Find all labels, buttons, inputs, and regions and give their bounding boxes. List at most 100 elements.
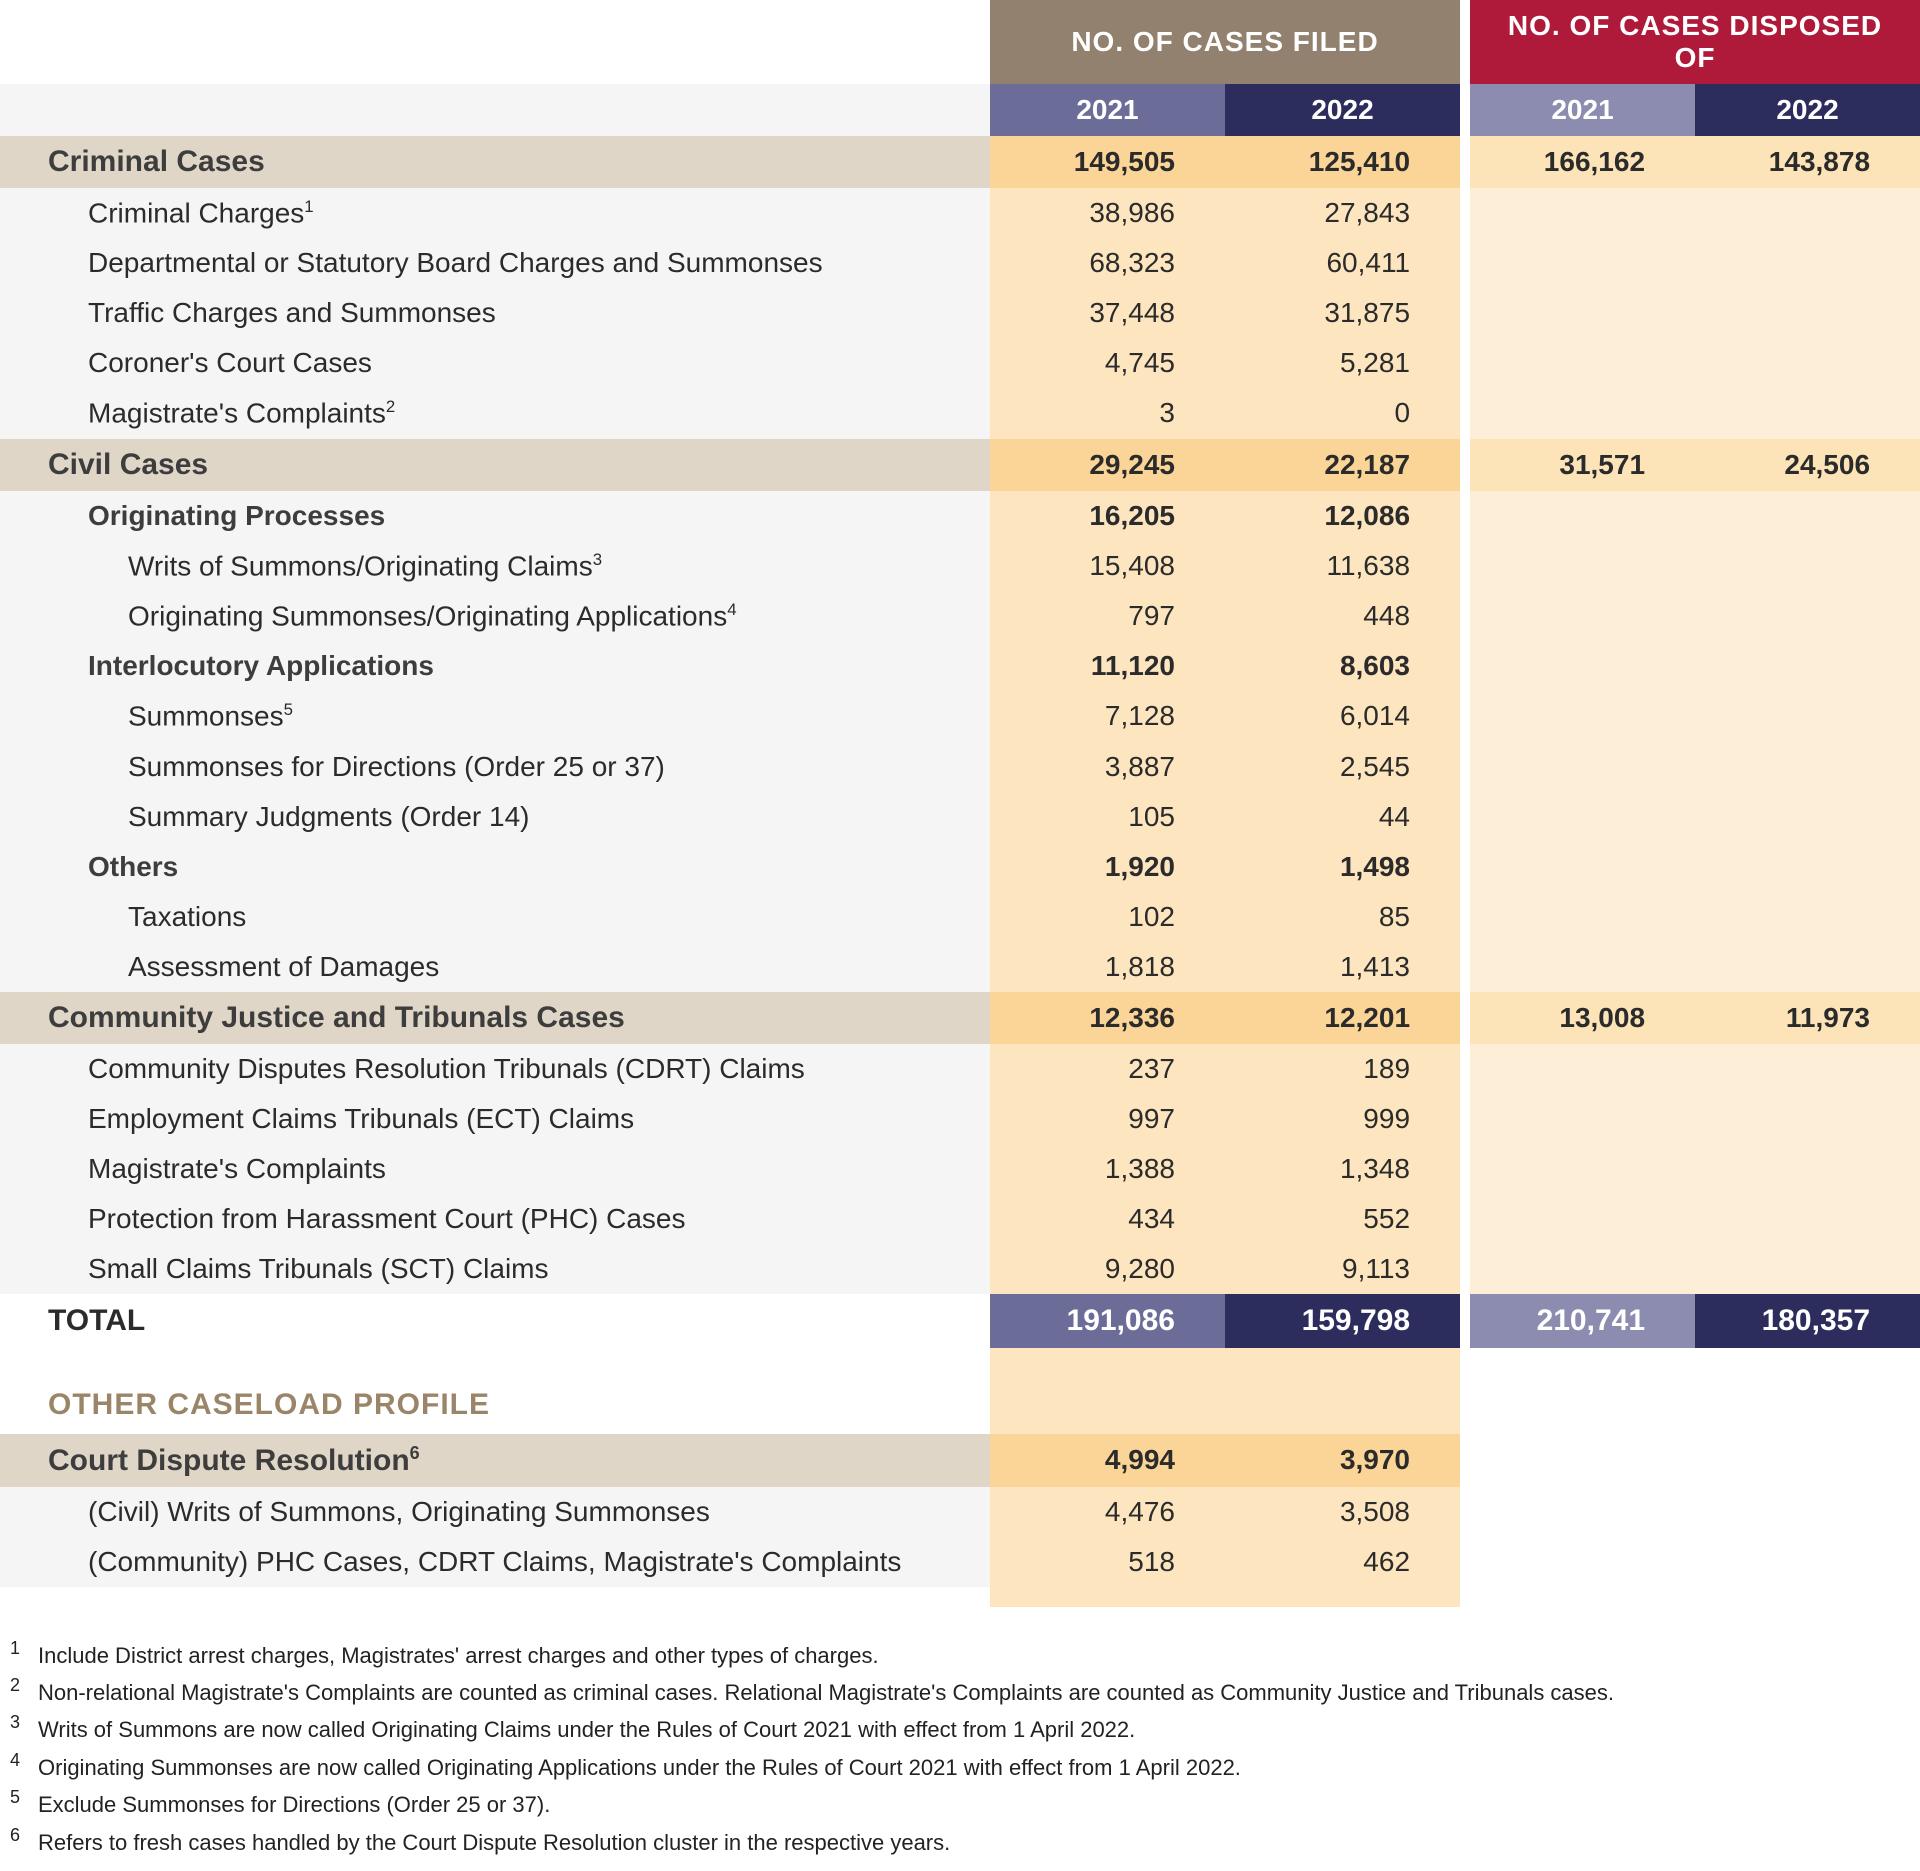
value-cell: 7,128 — [990, 691, 1225, 741]
value-cell — [1470, 892, 1695, 942]
gap — [1460, 1244, 1470, 1294]
value-cell — [1695, 641, 1920, 691]
empty-cell — [1225, 1587, 1460, 1607]
value-cell — [1695, 388, 1920, 438]
gap — [1460, 1194, 1470, 1244]
value-cell — [1470, 1244, 1695, 1294]
gap — [1460, 238, 1470, 288]
value-cell: 434 — [990, 1194, 1225, 1244]
category-header: Criminal Cases — [0, 136, 990, 188]
value-cell: 2,545 — [1225, 742, 1460, 792]
value-cell — [1695, 188, 1920, 238]
empty-cell — [1695, 1434, 1920, 1487]
value-cell — [1470, 1194, 1695, 1244]
gap — [1460, 338, 1470, 388]
value-cell: 1,388 — [990, 1144, 1225, 1194]
value-cell: 15,408 — [990, 541, 1225, 591]
value-cell: 3,887 — [990, 742, 1225, 792]
value-cell: 105 — [990, 792, 1225, 842]
value-cell — [1695, 1144, 1920, 1194]
value-cell — [1470, 388, 1695, 438]
value-cell: 13,008 — [1470, 992, 1695, 1044]
value-cell: 22,187 — [1225, 439, 1460, 491]
gap — [1460, 388, 1470, 438]
value-cell: 1,348 — [1225, 1144, 1460, 1194]
value-cell — [1695, 288, 1920, 338]
value-cell — [1695, 338, 1920, 388]
row-label: Coroner's Court Cases — [0, 338, 990, 388]
row-label: Summonses5 — [0, 691, 990, 741]
value-cell: 44 — [1225, 792, 1460, 842]
gap — [1460, 691, 1470, 741]
value-cell — [1695, 541, 1920, 591]
section-title: OTHER CASELOAD PROFILE — [0, 1348, 990, 1434]
empty-cell — [990, 1587, 1225, 1607]
value-cell: 11,638 — [1225, 541, 1460, 591]
gap — [1460, 1348, 1470, 1434]
gap — [1460, 942, 1470, 992]
value-cell: 166,162 — [1470, 136, 1695, 188]
gap — [1460, 136, 1470, 188]
footnote: 6Refers to fresh cases handled by the Co… — [10, 1824, 1910, 1861]
gap — [1460, 842, 1470, 892]
year-disp-2021: 2021 — [1470, 84, 1695, 136]
value-cell — [1695, 1194, 1920, 1244]
value-cell: 237 — [990, 1044, 1225, 1094]
value-cell — [1470, 1144, 1695, 1194]
gap — [1460, 491, 1470, 541]
header-disposed: NO. OF CASES DISPOSED OF — [1470, 0, 1920, 84]
value-cell: 38,986 — [990, 188, 1225, 238]
gap — [1460, 792, 1470, 842]
row-label: (Civil) Writs of Summons, Originating Su… — [0, 1487, 990, 1537]
total-value: 159,798 — [1225, 1294, 1460, 1348]
value-cell: 149,505 — [990, 136, 1225, 188]
value-cell: 29,245 — [990, 439, 1225, 491]
value-cell — [1470, 188, 1695, 238]
row-label: Small Claims Tribunals (SCT) Claims — [0, 1244, 990, 1294]
row-label: Magistrate's Complaints — [0, 1144, 990, 1194]
category-header: Community Justice and Tribunals Cases — [0, 992, 990, 1044]
value-cell: 3,508 — [1225, 1487, 1460, 1537]
row-label: Originating Processes — [0, 491, 990, 541]
gap — [1460, 84, 1470, 136]
empty-cell — [1470, 1487, 1695, 1537]
empty-cell — [1470, 1587, 1695, 1607]
empty-cell — [1470, 1434, 1695, 1487]
empty-cell — [0, 1587, 990, 1607]
value-cell — [1695, 842, 1920, 892]
footnote: 4Originating Summonses are now called Or… — [10, 1749, 1910, 1786]
empty-cell — [0, 84, 990, 136]
gap — [1460, 591, 1470, 641]
row-label: Summonses for Directions (Order 25 or 37… — [0, 742, 990, 792]
total-label: TOTAL — [0, 1294, 990, 1348]
value-cell — [1695, 742, 1920, 792]
value-cell — [1695, 1244, 1920, 1294]
value-cell: 189 — [1225, 1044, 1460, 1094]
caseload-data-table: NO. OF CASES FILEDNO. OF CASES DISPOSED … — [0, 0, 1920, 1607]
value-cell: 143,878 — [1695, 136, 1920, 188]
value-cell: 518 — [990, 1537, 1225, 1587]
value-cell: 60,411 — [1225, 238, 1460, 288]
value-cell: 12,086 — [1225, 491, 1460, 541]
value-cell — [1470, 641, 1695, 691]
row-label: Criminal Charges1 — [0, 188, 990, 238]
value-cell: 6,014 — [1225, 691, 1460, 741]
footnotes: 1Include District arrest charges, Magist… — [0, 1607, 1920, 1871]
value-cell: 552 — [1225, 1194, 1460, 1244]
value-cell — [1695, 591, 1920, 641]
gap — [1460, 1044, 1470, 1094]
empty-cell — [1695, 1487, 1920, 1537]
gap — [1460, 0, 1470, 84]
empty-cell — [1695, 1348, 1920, 1434]
category-header: Court Dispute Resolution6 — [0, 1434, 990, 1487]
gap — [1460, 1294, 1470, 1348]
total-value: 191,086 — [990, 1294, 1225, 1348]
value-cell: 3,970 — [1225, 1434, 1460, 1487]
gap — [1460, 1537, 1470, 1587]
row-label: Originating Summonses/Originating Applic… — [0, 591, 990, 641]
value-cell — [1470, 1094, 1695, 1144]
value-cell: 3 — [990, 388, 1225, 438]
gap — [1460, 892, 1470, 942]
value-cell — [1695, 792, 1920, 842]
value-cell — [1695, 1044, 1920, 1094]
